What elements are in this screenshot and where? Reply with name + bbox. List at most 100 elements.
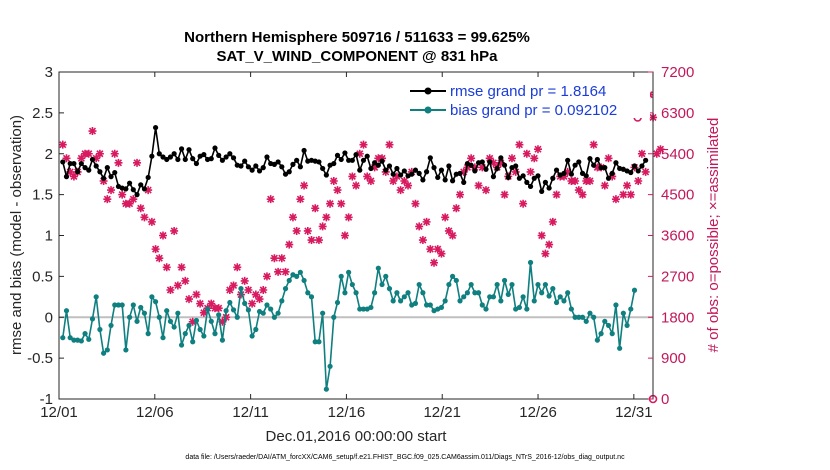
obs-assimilated-marker xyxy=(411,199,420,208)
rmse-point xyxy=(609,170,615,176)
x-tick-label: 12/06 xyxy=(136,404,174,421)
obs-assimilated-marker xyxy=(314,236,323,245)
y2-tick-label: 4500 xyxy=(661,187,694,204)
x-tick-label: 12/16 xyxy=(328,404,366,421)
y2-tick-label: 900 xyxy=(661,350,686,367)
rmse-point xyxy=(63,174,70,180)
bias-point xyxy=(357,306,363,312)
x-tick-label: 12/31 xyxy=(615,404,653,421)
obs-assimilated-marker xyxy=(326,199,335,208)
rmse-point xyxy=(260,165,266,171)
obs-assimilated-marker xyxy=(389,177,398,185)
obs-assimilated-marker xyxy=(485,154,494,163)
obs-assimilated-marker xyxy=(311,204,320,213)
obs-assimilated-marker xyxy=(184,295,193,304)
rmse-point xyxy=(643,157,649,163)
bias-point xyxy=(138,304,144,311)
obs-assimilated-marker xyxy=(470,163,479,172)
obs-assimilated-marker xyxy=(229,281,238,290)
legend-bias-label: bias grand pr = 0.092102 xyxy=(450,102,617,119)
obs-assimilated-marker xyxy=(422,217,431,226)
rmse-point xyxy=(149,153,155,159)
rmse-point xyxy=(223,154,229,160)
obs-assimilated-marker xyxy=(218,317,227,326)
rmse-point xyxy=(60,159,66,165)
rmse-point xyxy=(178,146,185,152)
rmse-point xyxy=(112,169,118,176)
bias-point xyxy=(316,339,322,345)
obs-assimilated-marker xyxy=(259,286,268,294)
obs-assimilated-marker xyxy=(448,231,457,240)
bias-point xyxy=(524,306,530,312)
bias-point xyxy=(260,310,266,316)
bias-point xyxy=(342,290,348,296)
obs-assimilated-marker xyxy=(333,186,342,195)
obs-assimilated-marker xyxy=(322,213,331,222)
obs-assimilated-marker xyxy=(266,195,275,204)
rmse-point xyxy=(505,174,511,181)
rmse-point xyxy=(420,177,426,183)
obs-assimilated-marker xyxy=(574,186,583,195)
rmse-point xyxy=(78,160,84,167)
legend: rmse grand pr = 1.8164 bias grand pr = 0… xyxy=(404,78,650,119)
obs-assimilated-marker xyxy=(292,226,301,235)
obs-assimilated-marker xyxy=(192,290,201,299)
bias-point xyxy=(253,326,259,333)
rmse-point xyxy=(490,174,497,180)
y2-tick-label: 5400 xyxy=(661,146,694,163)
rmse-point xyxy=(290,161,296,167)
obs-assimilated-marker xyxy=(136,204,145,213)
x-tick-label: 12/21 xyxy=(423,404,461,421)
legend-bias-marker xyxy=(424,106,432,114)
obs-assimilated-marker xyxy=(352,181,361,190)
rmse-point xyxy=(152,124,159,131)
bias-point xyxy=(301,277,307,284)
rmse-point xyxy=(553,167,560,173)
rmse-point xyxy=(546,185,552,191)
bias-point xyxy=(123,347,129,353)
bias-point xyxy=(394,290,400,296)
rmse-point xyxy=(613,160,619,166)
bias-point xyxy=(398,298,404,304)
bias-point xyxy=(115,302,122,308)
rmse-point xyxy=(576,159,582,165)
rmse-point xyxy=(193,160,200,167)
y2-tick-label: 7200 xyxy=(661,64,694,81)
bias-point xyxy=(190,339,196,345)
obs-assimilated-marker xyxy=(199,308,208,317)
bias-point xyxy=(620,310,626,316)
obs-assimilated-marker xyxy=(511,167,520,176)
y2-tick-label: 2700 xyxy=(661,268,694,285)
obs-assimilated-marker xyxy=(270,254,279,263)
bias-point xyxy=(598,331,604,337)
bias-point xyxy=(613,302,619,308)
rmse-point xyxy=(286,169,292,175)
obs-assimilated-marker xyxy=(526,167,535,176)
bias-point xyxy=(286,277,292,284)
bias-point xyxy=(535,281,541,288)
y2-tick-label: 6300 xyxy=(661,105,694,122)
rmse-point xyxy=(438,167,445,173)
rmse-point xyxy=(602,165,608,171)
obs-assimilated-marker xyxy=(370,163,379,172)
rmse-point xyxy=(320,165,326,172)
obs-assimilated-marker xyxy=(507,154,516,163)
rmse-point xyxy=(591,162,597,168)
obs-assimilated-marker xyxy=(188,317,197,326)
obs-assimilated-marker xyxy=(296,195,305,204)
bias-point xyxy=(587,310,593,316)
rmse-point xyxy=(201,151,207,158)
rmse-point xyxy=(386,163,393,169)
obs-assimilated-marker xyxy=(144,186,153,195)
bias-point xyxy=(527,259,534,266)
obs-assimilated-marker xyxy=(69,172,78,181)
obs-assimilated-marker xyxy=(262,272,271,281)
y2-axis-label: # of obs: o=possible; ×=assimilated xyxy=(705,118,722,353)
rmse-point xyxy=(431,165,437,171)
bias-point xyxy=(372,290,378,296)
bias-point xyxy=(464,290,471,296)
obs-assimilated-marker xyxy=(478,163,487,172)
rmse-point xyxy=(457,170,463,176)
obs-assimilated-marker xyxy=(481,186,490,195)
rmse-point xyxy=(412,167,419,173)
